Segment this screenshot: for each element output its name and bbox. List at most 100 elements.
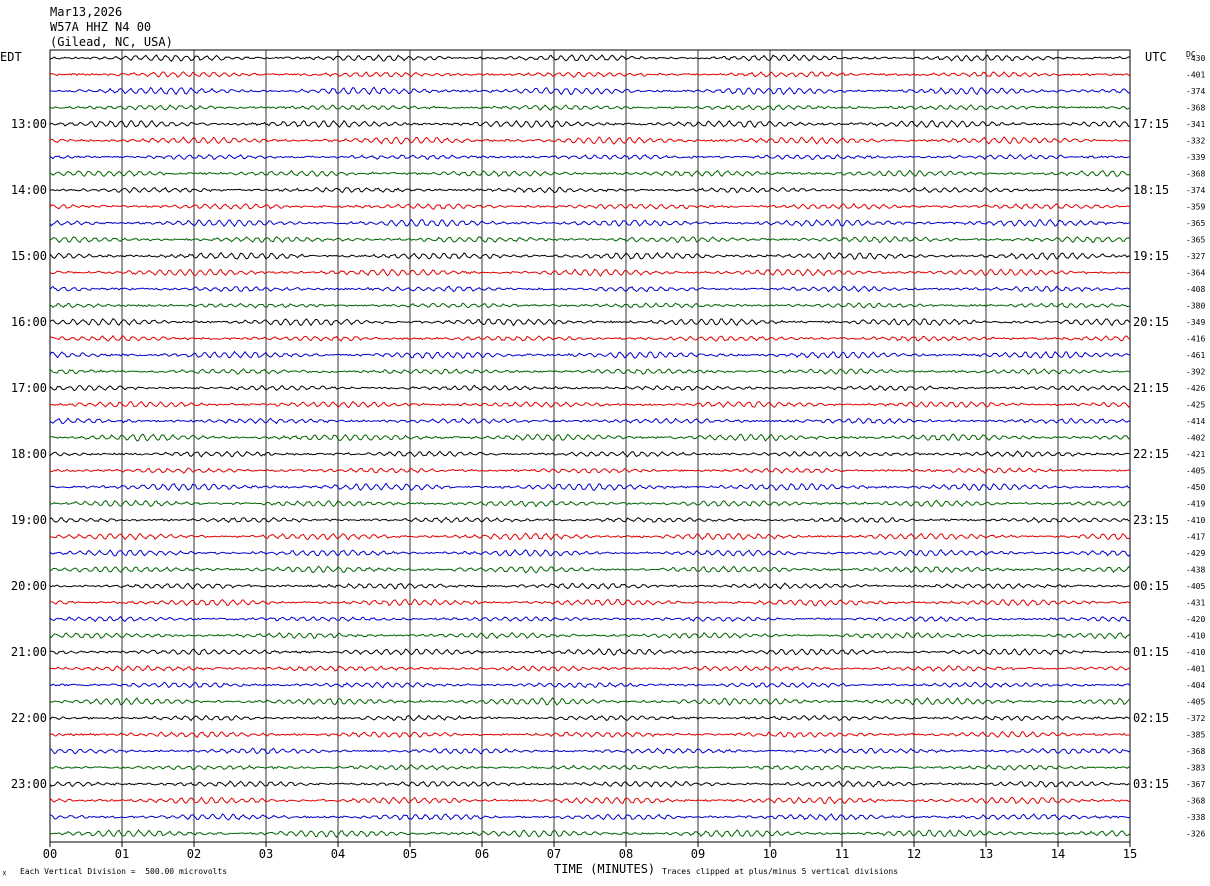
seismic-trace xyxy=(49,368,1131,375)
left-hour-label: 20:00 xyxy=(11,579,47,593)
dc-offset-label: -367 xyxy=(1186,780,1205,789)
dc-offset-label: -450 xyxy=(1186,483,1205,492)
left-hour-label: 23:00 xyxy=(11,777,47,791)
station-label: W57A HHZ N4 00 xyxy=(50,20,152,34)
x-tick-label: 04 xyxy=(331,847,345,861)
right-timezone-label: UTC xyxy=(1145,50,1167,64)
seismic-trace xyxy=(49,86,1131,96)
dc-offset-label: -414 xyxy=(1186,417,1205,426)
dc-offset-label: -438 xyxy=(1186,566,1205,575)
seismic-trace xyxy=(49,648,1131,656)
dc-offset-label: -461 xyxy=(1186,351,1205,360)
dc-offset-label: -332 xyxy=(1186,137,1205,146)
seismic-trace xyxy=(49,335,1131,342)
x-tick-label: 15 xyxy=(1123,847,1137,861)
dc-offset-label: -410 xyxy=(1186,632,1205,641)
dc-offset-label: -368 xyxy=(1186,797,1205,806)
seismic-trace xyxy=(49,714,1131,722)
seismic-trace xyxy=(49,285,1131,293)
dc-offset-label: -339 xyxy=(1186,153,1205,162)
dc-offset-label: -420 xyxy=(1186,615,1205,624)
x-tick-label: 14 xyxy=(1051,847,1065,861)
dc-offset-label: -404 xyxy=(1186,681,1205,690)
seismic-trace xyxy=(49,218,1131,228)
left-hour-label: 13:00 xyxy=(11,117,47,131)
x-tick-label: 08 xyxy=(619,847,633,861)
seismic-trace xyxy=(49,796,1131,805)
left-hour-label: 22:00 xyxy=(11,711,47,725)
seismic-trace xyxy=(49,697,1131,706)
seismic-trace xyxy=(49,350,1131,360)
seismic-trace xyxy=(49,136,1131,145)
seismic-trace xyxy=(49,384,1131,392)
seismic-trace xyxy=(49,104,1131,111)
dc-offset-label: -410 xyxy=(1186,516,1205,525)
dc-offset-label: -431 xyxy=(1186,599,1205,608)
dc-offset-label: -408 xyxy=(1186,285,1205,294)
dc-offset-label: -421 xyxy=(1186,450,1205,459)
seismic-trace xyxy=(49,154,1131,160)
corner-mark-icon: ☓ xyxy=(2,869,7,878)
seismic-trace xyxy=(49,764,1131,771)
x-tick-label: 00 xyxy=(43,847,57,861)
seismic-trace xyxy=(49,450,1131,458)
seismic-trace xyxy=(49,251,1131,261)
dc-offset-label: -410 xyxy=(1186,648,1205,657)
dc-offset-label: -429 xyxy=(1186,549,1205,558)
dc-offset-label: -365 xyxy=(1186,219,1205,228)
seismic-traces xyxy=(49,53,1131,839)
x-tick-label: 11 xyxy=(835,847,849,861)
dc-offset-label: -383 xyxy=(1186,764,1205,773)
seismic-trace xyxy=(49,499,1131,508)
seismic-trace xyxy=(49,433,1131,442)
seismic-trace xyxy=(49,615,1131,623)
right-hour-label: 23:15 xyxy=(1133,513,1169,527)
location-label: (Gilead, NC, USA) xyxy=(50,35,173,49)
seismic-trace xyxy=(49,71,1131,78)
dc-offset-label: -425 xyxy=(1186,401,1205,410)
dc-offset-label: -405 xyxy=(1186,698,1205,707)
dc-offset-label: -405 xyxy=(1186,582,1205,591)
dc-offset-label: -374 xyxy=(1186,186,1205,195)
seismic-trace xyxy=(49,400,1131,409)
dc-offset-label: -380 xyxy=(1186,302,1205,311)
dc-offset-label: -416 xyxy=(1186,335,1205,344)
left-hour-label: 16:00 xyxy=(11,315,47,329)
x-tick-label: 05 xyxy=(403,847,417,861)
seismic-trace xyxy=(49,467,1131,474)
seismic-trace xyxy=(49,681,1131,689)
dc-offset-label: -419 xyxy=(1186,500,1205,509)
right-hour-label: 21:15 xyxy=(1133,381,1169,395)
minute-grid xyxy=(49,49,1131,847)
seismic-trace xyxy=(49,780,1131,788)
dc-offset-label: -402 xyxy=(1186,434,1205,443)
x-tick-label: 13 xyxy=(979,847,993,861)
seismic-trace xyxy=(49,532,1131,541)
seismic-trace xyxy=(49,186,1131,194)
seismic-trace xyxy=(49,549,1131,557)
clip-note: Traces clipped at plus/minus 5 vertical … xyxy=(662,867,899,876)
right-hour-label: 22:15 xyxy=(1133,447,1169,461)
x-tick-label: 07 xyxy=(547,847,561,861)
seismic-trace xyxy=(49,813,1131,821)
dc-offset-label: -374 xyxy=(1186,87,1205,96)
seismic-trace xyxy=(49,747,1131,755)
right-hour-label: 02:15 xyxy=(1133,711,1169,725)
x-tick-label: 10 xyxy=(763,847,777,861)
seismic-trace xyxy=(49,268,1131,277)
scale-note: Each Vertical Division = 500.00 microvol… xyxy=(20,867,228,876)
dc-label: DC xyxy=(1186,50,1196,59)
dc-offset-label: -368 xyxy=(1186,104,1205,113)
dc-offset-label: -338 xyxy=(1186,813,1205,822)
x-axis-title: TIME (MINUTES) xyxy=(554,862,656,876)
left-hour-label: 17:00 xyxy=(11,381,47,395)
x-tick-label: 12 xyxy=(907,847,921,861)
axis-labels: 00 01 02 03 04 05 06 07 08 09 10 11 12 13 14 15 -430 -401… xyxy=(11,54,1206,861)
dc-offset-label: -426 xyxy=(1186,384,1205,393)
seismic-trace xyxy=(49,582,1131,590)
seismic-trace xyxy=(49,169,1131,178)
dc-offset-label: -401 xyxy=(1186,71,1205,80)
seismic-trace xyxy=(49,302,1131,309)
x-tick-label: 02 xyxy=(187,847,201,861)
